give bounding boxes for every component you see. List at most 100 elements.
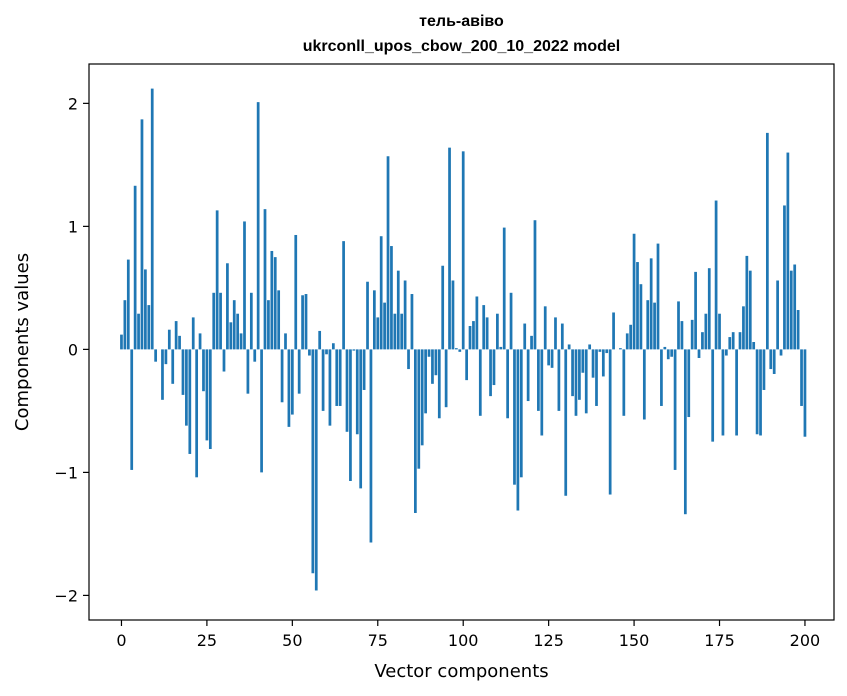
- bar-123: [540, 349, 544, 436]
- bar-125: [547, 349, 551, 366]
- bar-162: [673, 349, 677, 470]
- bar-79: [390, 246, 393, 350]
- bar-71: [362, 349, 366, 390]
- bar-170: [701, 332, 704, 350]
- bar-127: [554, 317, 557, 350]
- bar-75: [376, 317, 380, 350]
- bar-196: [789, 270, 793, 350]
- bar-84: [407, 349, 410, 370]
- bar-110: [496, 313, 499, 350]
- bar-8: [147, 305, 151, 350]
- bar-40: [256, 102, 260, 350]
- bar-57: [314, 349, 318, 591]
- bar-181: [738, 332, 742, 350]
- bar-93: [437, 349, 441, 419]
- bar-42: [263, 209, 267, 350]
- bar-141: [601, 349, 605, 377]
- bar-68: [352, 349, 356, 351]
- bar-105: [478, 349, 482, 416]
- bar-138: [591, 349, 595, 378]
- bar-89: [424, 349, 427, 414]
- bar-139: [595, 349, 598, 406]
- bar-187: [759, 349, 762, 436]
- bar-39: [253, 349, 257, 362]
- bar-46: [277, 290, 281, 350]
- x-tick-label: 0: [116, 631, 126, 650]
- x-tick-label: 25: [197, 631, 217, 650]
- bar-50: [290, 349, 294, 415]
- bar-98: [455, 348, 458, 350]
- bar-94: [441, 265, 445, 350]
- bar-0: [120, 334, 123, 350]
- bar-132: [571, 349, 574, 397]
- bar-86: [413, 349, 417, 513]
- y-axis-label: Components values: [12, 253, 33, 431]
- bar-184: [748, 270, 752, 350]
- bar-61: [328, 349, 332, 426]
- bar-7: [144, 269, 147, 350]
- bar-200: [803, 349, 807, 437]
- bar-131: [567, 344, 571, 350]
- bar-5: [137, 313, 140, 350]
- bar-3: [130, 349, 134, 470]
- bar-25: [205, 349, 209, 441]
- bar-171: [704, 313, 708, 350]
- bar-197: [793, 264, 797, 350]
- bar-174: [714, 200, 718, 350]
- bar-182: [742, 306, 745, 350]
- bar-26: [208, 349, 212, 450]
- bar-66: [345, 349, 349, 432]
- bar-172: [707, 268, 711, 350]
- bar-178: [728, 337, 732, 350]
- bar-190: [769, 349, 773, 370]
- bar-70: [359, 349, 363, 489]
- bar-101: [465, 349, 468, 381]
- bar-47: [280, 349, 284, 403]
- bar-199: [800, 349, 803, 406]
- y-tick-label: 2: [68, 94, 78, 113]
- bar-165: [683, 349, 687, 515]
- x-axis-ticks: 0 25 50 75 100 125 150 175 200: [116, 620, 820, 650]
- bar-49: [287, 349, 291, 427]
- x-tick-label: 150: [619, 631, 650, 650]
- y-tick-label: 0: [68, 340, 78, 359]
- bar-147: [622, 349, 626, 416]
- bar-16: [174, 321, 178, 350]
- bar-126: [550, 349, 554, 368]
- chart-title-line-2: ukrconll_upos_cbow_200_10_2022 model: [303, 38, 620, 55]
- bar-6: [140, 119, 144, 350]
- bar-111: [499, 346, 503, 350]
- bar-164: [680, 321, 684, 350]
- x-tick-label: 100: [448, 631, 479, 650]
- bar-115: [513, 349, 516, 485]
- bar-4: [133, 185, 137, 350]
- bar-142: [605, 349, 609, 354]
- bar-151: [636, 262, 639, 350]
- bar-56: [311, 349, 315, 574]
- bar-180: [735, 349, 738, 436]
- bar-144: [612, 312, 615, 350]
- bar-120: [530, 335, 533, 350]
- x-axis-label: Vector components: [374, 661, 548, 682]
- bar-34: [236, 313, 240, 350]
- bar-65: [342, 241, 345, 350]
- bar-92: [434, 349, 438, 376]
- bar-12: [161, 349, 164, 400]
- bar-15: [171, 349, 175, 384]
- bar-10: [154, 349, 158, 362]
- bar-30: [222, 349, 226, 372]
- bar-168: [694, 271, 697, 350]
- bar-175: [718, 313, 721, 350]
- bar-176: [721, 349, 725, 436]
- bar-169: [697, 349, 701, 358]
- y-tick-label: −1: [54, 463, 78, 482]
- bar-107: [485, 317, 489, 350]
- bar-80: [393, 313, 397, 350]
- bar-128: [557, 349, 561, 411]
- bar-19: [185, 349, 188, 426]
- bar-179: [731, 332, 735, 350]
- chart-title-line-1: тель-авіво: [419, 13, 504, 30]
- bar-69: [355, 349, 359, 435]
- x-tick-label: 125: [533, 631, 564, 650]
- bar-60: [325, 349, 328, 355]
